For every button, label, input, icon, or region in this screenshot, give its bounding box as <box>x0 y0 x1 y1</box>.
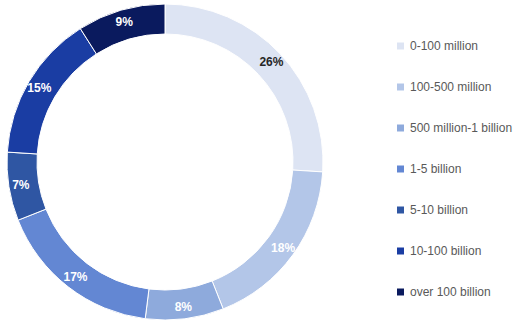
svg-text:0-100 million: 0-100 million <box>410 39 478 53</box>
svg-text:over 100 billion: over 100 billion <box>410 285 491 299</box>
svg-text:18%: 18% <box>271 241 295 255</box>
svg-text:1-5 billion: 1-5 billion <box>410 162 461 176</box>
svg-text:26%: 26% <box>259 55 283 69</box>
svg-text:15%: 15% <box>27 81 51 95</box>
svg-text:5-10 billion: 5-10 billion <box>410 203 468 217</box>
svg-text:500 million-1 billion: 500 million-1 billion <box>410 121 512 135</box>
svg-text:10-100 billion: 10-100 billion <box>410 244 481 258</box>
svg-text:7%: 7% <box>12 178 30 192</box>
svg-text:17%: 17% <box>63 270 87 284</box>
svg-text:8%: 8% <box>175 300 193 314</box>
svg-text:100-500 million: 100-500 million <box>410 80 491 94</box>
svg-text:9%: 9% <box>116 15 134 29</box>
